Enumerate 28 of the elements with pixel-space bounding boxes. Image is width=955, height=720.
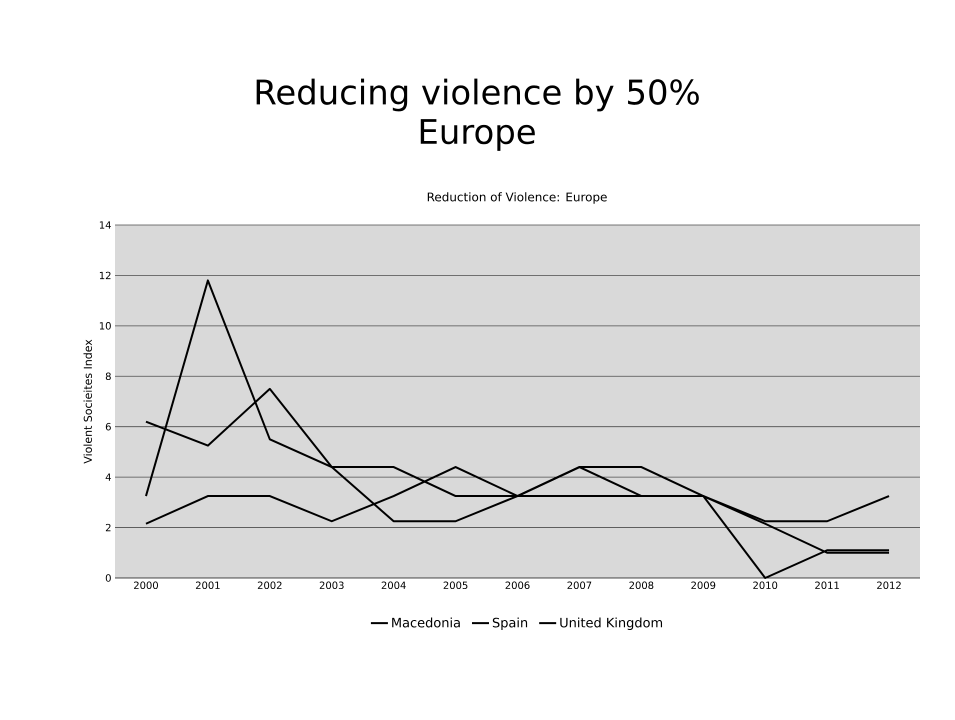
x-tick-label: 2008 xyxy=(629,581,654,590)
text: Reduction of Violence: Europe xyxy=(428,192,607,204)
y-axis-title: Violent Socieites Index xyxy=(83,340,92,464)
x-tick-label: 2010 xyxy=(753,581,778,590)
y-tick-label: 6 xyxy=(106,422,111,430)
y-tick-label: 12 xyxy=(100,272,110,280)
x-tick-label: 2002 xyxy=(258,581,282,590)
x-tick-label: 2001 xyxy=(196,581,220,590)
legend-label: Spain xyxy=(492,617,528,630)
x-tick-label: 2003 xyxy=(320,581,344,590)
x-tick-label: 2007 xyxy=(567,581,592,590)
x-tick-label: 2004 xyxy=(382,581,406,590)
chart-subtitle: Europe xyxy=(420,119,535,151)
x-tick-label: 2009 xyxy=(691,581,716,590)
x-tick-label: 2006 xyxy=(506,581,530,590)
y-tick-label: 4 xyxy=(106,473,111,481)
x-tick-label: 2011 xyxy=(815,581,839,590)
x-tick-label: 2005 xyxy=(444,581,468,590)
y-tick-label: 8 xyxy=(106,372,111,380)
y-tick-label: 0 xyxy=(106,574,111,582)
y-tick-label: 14 xyxy=(100,221,111,229)
x-tick-label: 2012 xyxy=(877,581,901,590)
y-tick-label: 10 xyxy=(100,322,111,330)
y-tick-label: 2 xyxy=(106,524,110,532)
legend-label: Macedonia xyxy=(392,617,460,628)
legend-label: United Kingdom xyxy=(560,617,662,630)
x-tick-label: 2000 xyxy=(134,581,158,590)
chart-title: Reducing violence by 50% xyxy=(256,78,699,112)
